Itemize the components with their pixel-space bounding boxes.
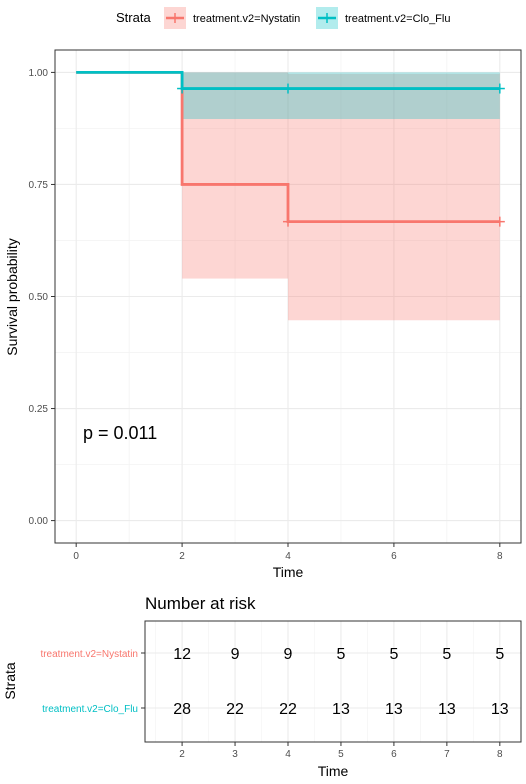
risk-count: 13 bbox=[491, 701, 509, 718]
x-tick-label: 0 bbox=[73, 551, 79, 562]
risk-panel bbox=[145, 621, 521, 742]
risk-count: 9 bbox=[284, 646, 293, 663]
risk-count: 22 bbox=[279, 701, 297, 718]
risk-count: 5 bbox=[337, 646, 346, 663]
risk-row-label: treatment.v2=Clo_Flu bbox=[42, 704, 138, 715]
risk-x-tick-label: 6 bbox=[391, 749, 397, 760]
risk-x-tick-label: 2 bbox=[179, 749, 185, 760]
y-tick-label: 0.75 bbox=[29, 180, 49, 191]
risk-count: 13 bbox=[385, 701, 403, 718]
x-tick-label: 2 bbox=[179, 551, 185, 562]
ci-band bbox=[182, 72, 500, 120]
legend-label-clo-flu: treatment.v2=Clo_Flu bbox=[345, 13, 450, 25]
risk-count: 5 bbox=[495, 646, 504, 663]
x-tick-label: 4 bbox=[285, 551, 291, 562]
x-tick-label: 8 bbox=[497, 551, 503, 562]
legend-item-clo-flu: treatment.v2=Clo_Flu bbox=[316, 7, 450, 29]
risk-x-tick-label: 8 bbox=[497, 749, 503, 760]
risk-count: 9 bbox=[231, 646, 240, 663]
p-value-annotation: p = 0.011 bbox=[83, 423, 157, 443]
risk-count: 28 bbox=[173, 701, 191, 718]
survival-plot: 0 2 4 6 8 0.00 0.25 0.50 0.75 1.00 p = 0.011 Tim… bbox=[4, 49, 522, 580]
survival-curves bbox=[76, 71, 500, 224]
risk-row-label: treatment.v2=Nystatin bbox=[40, 649, 138, 660]
risk-border bbox=[144, 620, 522, 743]
risk-count: 5 bbox=[442, 646, 451, 663]
y-tick-label: 0.00 bbox=[29, 516, 49, 527]
risk-y-axis-label: Strata bbox=[2, 662, 18, 700]
plot-grid bbox=[55, 50, 521, 543]
legend-title: Strata bbox=[116, 10, 151, 25]
risk-count: 12 bbox=[173, 646, 191, 663]
y-axis-ticks: 0.00 0.25 0.50 0.75 1.00 bbox=[29, 68, 55, 527]
risk-x-axis-ticks: 2 3 4 5 6 7 8 bbox=[179, 742, 503, 760]
survival-curve bbox=[76, 71, 500, 90]
y-axis-label: Survival probability bbox=[4, 238, 20, 356]
risk-x-tick-label: 7 bbox=[444, 749, 450, 760]
risk-count: 5 bbox=[389, 646, 398, 663]
legend: Strata treatment.v2=Nystatin treatment.v… bbox=[116, 7, 450, 29]
risk-count: 13 bbox=[332, 701, 350, 718]
risk-table: Number at risk treatment.v2=Nystatin 12 9 9… bbox=[2, 594, 522, 779]
risk-grid bbox=[145, 621, 521, 742]
ci-band bbox=[182, 72, 288, 279]
risk-x-tick-label: 3 bbox=[232, 749, 238, 760]
risk-count: 22 bbox=[226, 701, 244, 718]
risk-count: 13 bbox=[438, 701, 456, 718]
x-tick-label: 6 bbox=[391, 551, 397, 562]
x-axis-ticks: 0 2 4 6 8 bbox=[73, 543, 503, 562]
y-tick-label: 0.50 bbox=[29, 292, 49, 303]
y-tick-label: 1.00 bbox=[29, 68, 49, 79]
risk-rows: treatment.v2=Nystatin 12 9 9 5 5 5 5 treatment.v… bbox=[40, 646, 508, 718]
risk-x-tick-label: 5 bbox=[338, 749, 344, 760]
legend-item-nystatin: treatment.v2=Nystatin bbox=[164, 7, 300, 29]
censor-marks bbox=[177, 83, 505, 227]
risk-x-tick-label: 4 bbox=[285, 749, 291, 760]
x-axis-label: Time bbox=[273, 564, 304, 580]
risk-x-axis-label: Time bbox=[318, 763, 349, 779]
legend-label-nystatin: treatment.v2=Nystatin bbox=[193, 13, 300, 25]
ci-band bbox=[288, 73, 500, 321]
confidence-bands bbox=[182, 72, 500, 321]
y-tick-label: 0.25 bbox=[29, 404, 49, 415]
risk-table-title: Number at risk bbox=[145, 594, 256, 613]
